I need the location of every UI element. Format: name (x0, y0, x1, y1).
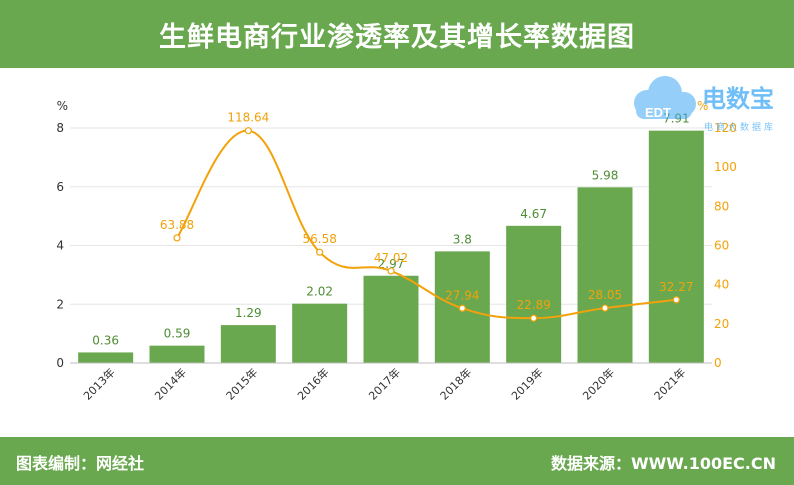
footer-source: 数据来源：WWW.100EC.CN (550, 454, 776, 473)
x-tick-label: 2020年 (580, 365, 617, 402)
line-point (173, 234, 181, 242)
x-tick-label: 2015年 (223, 365, 260, 402)
y-right-tick-label: 0 (714, 356, 722, 370)
y-left-tick-label: 4 (56, 239, 64, 253)
y-right-tick-label: 100 (714, 160, 737, 174)
bar-value-label: 4.67 (520, 207, 547, 221)
logo-subtext: 电商大数据库 (704, 121, 776, 133)
y-right-tick-label: 20 (714, 317, 729, 331)
bar (363, 275, 419, 363)
line-point (458, 304, 466, 312)
bar-value-label: 1.29 (235, 306, 262, 320)
bar (648, 130, 704, 363)
line-point (672, 296, 680, 304)
bar (506, 225, 562, 363)
bar-value-label: 3.8 (453, 232, 472, 246)
logo-mark: EDT (645, 105, 671, 120)
title-bar: 生鲜电商行业渗透率及其增长率数据图 (0, 0, 794, 68)
chart: 0 2 4 6 8% 0 20 40 60 80 100 120% 0.36 0.59 1.29 2.02 2.… (56, 99, 737, 403)
line-value-label: 28.05 (588, 288, 622, 302)
line-value-label: 32.27 (659, 280, 693, 294)
bar-value-label: 2.02 (306, 285, 333, 299)
x-tick-label: 2021年 (651, 365, 688, 402)
y-left-unit: % (57, 99, 68, 113)
bar-value-label: 2.97 (378, 257, 405, 271)
bar (577, 187, 633, 363)
x-tick-label: 2018年 (437, 365, 474, 402)
chart-title: 生鲜电商行业渗透率及其增长率数据图 (159, 21, 635, 53)
bar (220, 325, 276, 363)
x-tick-label: 2019年 (508, 365, 545, 402)
bar (78, 352, 134, 363)
y-left-tick-label: 6 (56, 180, 64, 194)
y-right-tick-label: 120 (714, 121, 737, 135)
line-value-label: 22.89 (516, 298, 550, 312)
x-tick-label: 2017年 (366, 365, 403, 402)
line-point (601, 304, 609, 312)
line-value-label: 27.94 (445, 288, 479, 302)
y-right-tick-label: 40 (714, 278, 729, 292)
line-value-label: 63.88 (160, 218, 194, 232)
line-point (316, 248, 324, 256)
logo: EDT 电数宝 电商大数据库 (634, 76, 776, 133)
y-right-unit: % (697, 99, 708, 113)
x-tick-label: 2014年 (152, 365, 189, 402)
bar-value-label: 0.36 (92, 333, 119, 347)
cloud-icon (634, 76, 696, 119)
footer-bar: 图表编制：网经社 数据来源：WWW.100EC.CN (0, 437, 794, 485)
y-right-tick-label: 80 (714, 199, 729, 213)
x-tick-label: 2016年 (294, 365, 331, 402)
bar (149, 345, 205, 363)
y-left-tick-label: 0 (56, 356, 64, 370)
footer-credit: 图表编制：网经社 (16, 454, 145, 473)
line-value-label: 56.58 (302, 232, 336, 246)
bar (292, 303, 348, 363)
logo-text: 电数宝 (702, 85, 774, 113)
line-value-label: 47.02 (374, 251, 408, 265)
line-point (530, 314, 538, 322)
line-point (387, 267, 395, 275)
y-right-tick-label: 60 (714, 239, 729, 253)
line-value-label: 118.64 (227, 111, 269, 125)
line-point (244, 127, 252, 135)
y-left-tick-label: 8 (56, 121, 64, 135)
bar-value-label: 5.98 (592, 168, 619, 182)
y-left-tick-label: 2 (56, 297, 64, 311)
bar-value-label: 0.59 (164, 327, 191, 341)
x-tick-label: 2013年 (80, 365, 117, 402)
